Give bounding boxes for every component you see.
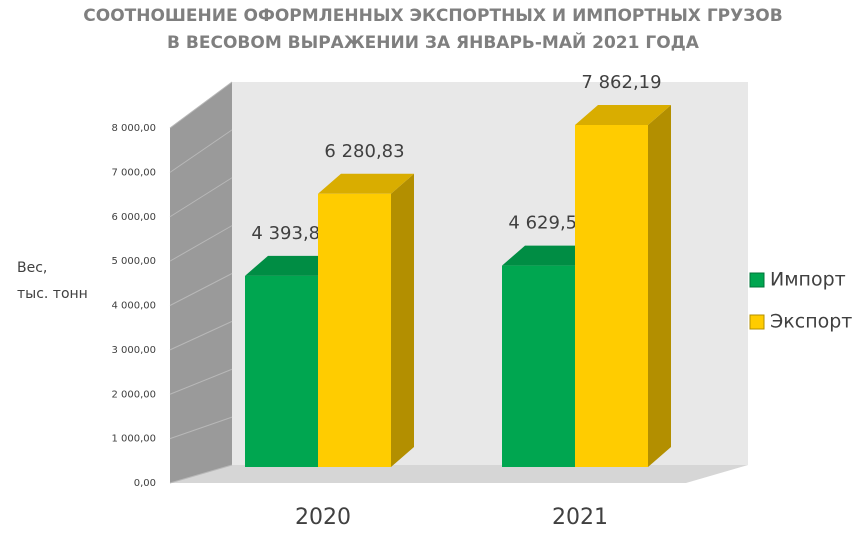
y-tick-label: 1 000,00: [111, 434, 156, 445]
bar: [575, 124, 648, 467]
value-label: 4 629,54: [508, 213, 588, 234]
y-tick-label: 7 000,00: [111, 167, 156, 178]
grid-line: [169, 129, 233, 173]
grid-line: [169, 273, 233, 306]
bar-top: [502, 245, 598, 266]
grid-line: [169, 177, 233, 218]
y-tick-label: 6 000,00: [111, 212, 156, 223]
value-label: 7 862,19: [581, 72, 661, 93]
side-wall: [170, 82, 232, 483]
value-label: 4 393,80: [251, 223, 331, 244]
grid-line: [169, 320, 233, 351]
bar-top: [245, 255, 341, 276]
x-tick-label: 2020: [295, 505, 351, 530]
chart-title: В ВЕСОВОМ ВЫРАЖЕНИИ ЗА ЯНВАРЬ-МАЙ 2021 Г…: [167, 31, 700, 53]
y-axis-title: тыс. тонн: [17, 286, 88, 302]
grid-line: [169, 81, 233, 129]
y-tick-label: 0,00: [134, 478, 156, 489]
value-label: 6 280,83: [324, 141, 404, 162]
legend-label: Импорт: [770, 269, 846, 291]
y-tick-label: 4 000,00: [111, 301, 156, 312]
y-tick-label: 5 000,00: [111, 256, 156, 267]
legend-swatch: [749, 272, 765, 288]
legend-swatch: [749, 314, 765, 330]
floor: [170, 465, 748, 483]
y-axis-title: Вес,: [17, 260, 47, 276]
bar: [245, 275, 318, 467]
grid-line: [169, 225, 233, 262]
bar-top: [318, 173, 414, 194]
legend-label: Экспорт: [770, 311, 852, 333]
y-tick-label: 3 000,00: [111, 345, 156, 356]
chart-title: СООТНОШЕНИЕ ОФОРМЛЕННЫХ ЭКСПОРТНЫХ И ИМП…: [83, 6, 782, 26]
grid-line: [169, 464, 233, 484]
y-tick-label: 2 000,00: [111, 389, 156, 400]
grid-line: [169, 368, 233, 395]
grid-line: [169, 416, 233, 440]
bar: [318, 193, 391, 468]
y-tick-label: 8 000,00: [111, 123, 156, 134]
bar-side: [648, 104, 671, 467]
bar: [502, 265, 575, 467]
bar-side: [391, 173, 414, 468]
bar-top: [575, 104, 671, 125]
x-tick-label: 2021: [552, 505, 608, 530]
